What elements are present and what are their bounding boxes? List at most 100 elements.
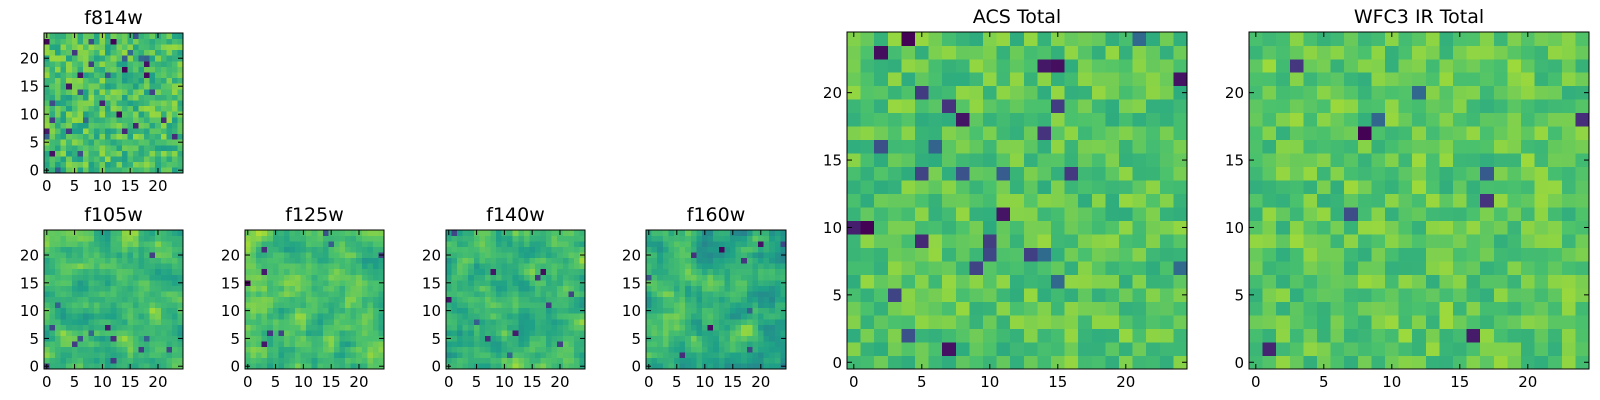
heatmap-cell xyxy=(512,296,519,303)
heatmap-cell xyxy=(523,235,530,242)
heatmap-cell xyxy=(1466,193,1481,208)
heatmap-cell xyxy=(901,139,916,154)
heatmap-cell xyxy=(49,61,56,67)
heatmap-cell xyxy=(88,235,95,242)
heatmap-cell xyxy=(557,268,564,275)
heatmap-cell xyxy=(160,335,167,342)
heatmap-cell xyxy=(1385,32,1399,46)
heatmap-cell xyxy=(44,61,50,67)
heatmap-cell xyxy=(177,352,184,359)
heatmap-cell xyxy=(66,145,73,151)
heatmap-cell xyxy=(144,246,150,253)
heatmap-cell xyxy=(138,156,145,163)
heatmap-cell xyxy=(983,32,997,46)
heatmap-cell xyxy=(149,346,156,353)
heatmap-cell xyxy=(540,285,547,292)
heatmap-cell xyxy=(1412,58,1427,73)
heatmap-cell xyxy=(71,330,78,336)
heatmap-cell xyxy=(1561,166,1576,181)
heatmap-cell xyxy=(77,335,84,342)
heatmap-cell xyxy=(462,257,469,264)
heatmap-cell xyxy=(996,274,1011,289)
heatmap-cell xyxy=(361,285,368,292)
heatmap-cell xyxy=(110,38,117,45)
heatmap-cell xyxy=(272,280,279,286)
heatmap-cell xyxy=(512,291,519,298)
heatmap-cell xyxy=(66,263,73,270)
heatmap-cell xyxy=(99,252,106,259)
heatmap-cell xyxy=(121,318,128,325)
heatmap-cell xyxy=(350,318,357,325)
heatmap-cell xyxy=(1249,193,1263,208)
heatmap-cell xyxy=(378,313,385,320)
heatmap-cell xyxy=(860,288,875,302)
heatmap-cell xyxy=(1303,45,1318,60)
heatmap-cell xyxy=(496,235,502,242)
heatmap-cell xyxy=(646,291,652,298)
heatmap-cell xyxy=(311,346,318,353)
heatmap-cell xyxy=(1119,58,1133,73)
heatmap-cell xyxy=(99,335,106,342)
heatmap-cell xyxy=(105,318,112,325)
heatmap-cell xyxy=(1303,126,1318,141)
heatmap-cell xyxy=(1439,112,1454,127)
heatmap-cell xyxy=(1010,45,1025,60)
heatmap-cell xyxy=(55,100,61,107)
heatmap-cell xyxy=(668,257,675,264)
heatmap-cell xyxy=(668,246,675,253)
heatmap-cell xyxy=(996,301,1011,316)
heatmap-cell xyxy=(690,307,697,314)
heatmap-cell xyxy=(847,32,861,46)
heatmap-cell xyxy=(534,318,541,325)
heatmap-cell xyxy=(88,335,95,342)
heatmap-cell xyxy=(562,363,569,370)
heatmap-cell xyxy=(66,167,73,174)
heatmap-cell xyxy=(82,246,89,253)
heatmap-cell xyxy=(132,324,139,331)
heatmap-cell xyxy=(127,307,134,314)
heatmap-cell xyxy=(1064,32,1079,46)
heatmap-cell xyxy=(1480,261,1495,275)
heatmap-cell xyxy=(1371,301,1386,316)
heatmap-cell xyxy=(1398,32,1413,46)
heatmap-cell xyxy=(1173,207,1188,222)
heatmap-cell xyxy=(955,234,970,248)
heatmap-cell xyxy=(874,45,889,60)
heatmap-cell xyxy=(322,241,329,247)
heatmap-cell xyxy=(735,252,742,259)
heatmap-cell xyxy=(272,346,279,353)
heatmap-cell xyxy=(462,363,469,370)
heatmap-cell xyxy=(1051,207,1065,222)
heatmap-cell xyxy=(915,247,929,262)
heatmap-cell xyxy=(361,307,368,314)
heatmap-cell xyxy=(646,346,652,353)
heatmap-cell xyxy=(367,352,374,359)
heatmap-cell xyxy=(752,341,759,348)
heatmap-cell xyxy=(295,285,301,292)
heatmap-cell xyxy=(311,274,318,281)
heatmap-cell xyxy=(523,341,530,348)
heatmap-cell xyxy=(1091,166,1106,181)
heatmap-cell xyxy=(942,301,957,316)
heatmap-cell xyxy=(1105,247,1120,262)
heatmap-cell xyxy=(272,330,279,336)
heatmap-cell xyxy=(557,330,564,336)
heatmap-cell xyxy=(462,263,469,270)
heatmap-cell xyxy=(690,285,697,292)
heatmap-cell xyxy=(696,335,703,342)
heatmap-cell xyxy=(668,324,675,331)
heatmap-cell xyxy=(144,156,150,163)
heatmap-cell xyxy=(132,302,139,309)
heatmap-cell xyxy=(996,261,1011,275)
heatmap-cell xyxy=(171,139,178,146)
heatmap-cell xyxy=(507,346,514,353)
heatmap-cell xyxy=(66,66,73,73)
heatmap-cell xyxy=(557,346,564,353)
heatmap-cell xyxy=(1521,166,1535,181)
heatmap-cell xyxy=(573,291,580,298)
heatmap-cell xyxy=(523,274,530,281)
heatmap-cell xyxy=(1330,315,1345,329)
heatmap-cell xyxy=(306,352,313,359)
heatmap-cell xyxy=(300,346,307,353)
heatmap-cell xyxy=(82,38,89,45)
